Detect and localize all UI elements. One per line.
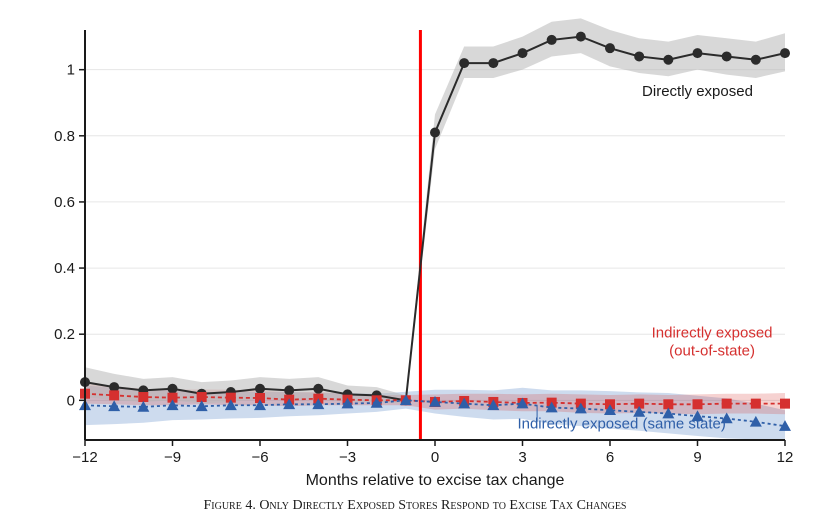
- ytick-label: 1: [67, 62, 75, 79]
- figure-caption: Figure 4. Only Directly Exposed Stores R…: [0, 498, 830, 514]
- marker-direct: [313, 384, 323, 394]
- marker-direct: [547, 35, 557, 45]
- xtick-label: −3: [339, 449, 356, 466]
- ytick-label: 0.2: [54, 326, 75, 343]
- marker-indirect_out: [109, 390, 119, 400]
- marker-direct: [255, 384, 265, 394]
- marker-direct: [780, 48, 790, 58]
- xtick-label: −9: [164, 449, 181, 466]
- ytick-label: 0.4: [54, 260, 75, 277]
- x-axis-label: Months relative to excise tax change: [306, 472, 565, 489]
- marker-indirect_out: [780, 399, 790, 409]
- xtick-label: 3: [518, 449, 526, 466]
- xtick-label: 9: [693, 449, 701, 466]
- xtick-label: −12: [72, 449, 97, 466]
- marker-indirect_out: [693, 399, 703, 409]
- marker-direct: [430, 128, 440, 138]
- ytick-label: 0.8: [54, 128, 75, 145]
- marker-direct: [722, 51, 732, 61]
- marker-direct: [284, 385, 294, 395]
- marker-direct: [518, 48, 528, 58]
- marker-direct: [605, 43, 615, 53]
- marker-direct: [488, 58, 498, 68]
- xtick-label: 12: [777, 449, 794, 466]
- xtick-label: 6: [606, 449, 614, 466]
- marker-direct: [634, 51, 644, 61]
- series-label-indirect_out: Indirectly exposed: [652, 325, 773, 342]
- series-label-indirect_same: Indirectly exposed (same state): [517, 415, 725, 432]
- marker-indirect_out: [751, 399, 761, 409]
- marker-direct: [693, 48, 703, 58]
- marker-indirect_out: [722, 399, 732, 409]
- event-study-chart: 0 0.2 0.4 0.6 0.8 1 −12 −9 −6 −3 0 3 6 9 12 Months rela…: [0, 0, 830, 532]
- marker-direct: [663, 55, 673, 65]
- marker-direct: [168, 384, 178, 394]
- marker-direct: [459, 58, 469, 68]
- marker-direct: [751, 55, 761, 65]
- marker-indirect_out: [138, 392, 148, 402]
- ytick-label: 0.6: [54, 194, 75, 211]
- xtick-label: −6: [251, 449, 268, 466]
- xtick-label: 0: [431, 449, 439, 466]
- series-label-direct: Directly exposed: [642, 83, 753, 100]
- marker-direct: [576, 32, 586, 42]
- ytick-label: 0: [67, 392, 75, 409]
- series-sublabel-indirect_out: (out-of-state): [669, 343, 755, 360]
